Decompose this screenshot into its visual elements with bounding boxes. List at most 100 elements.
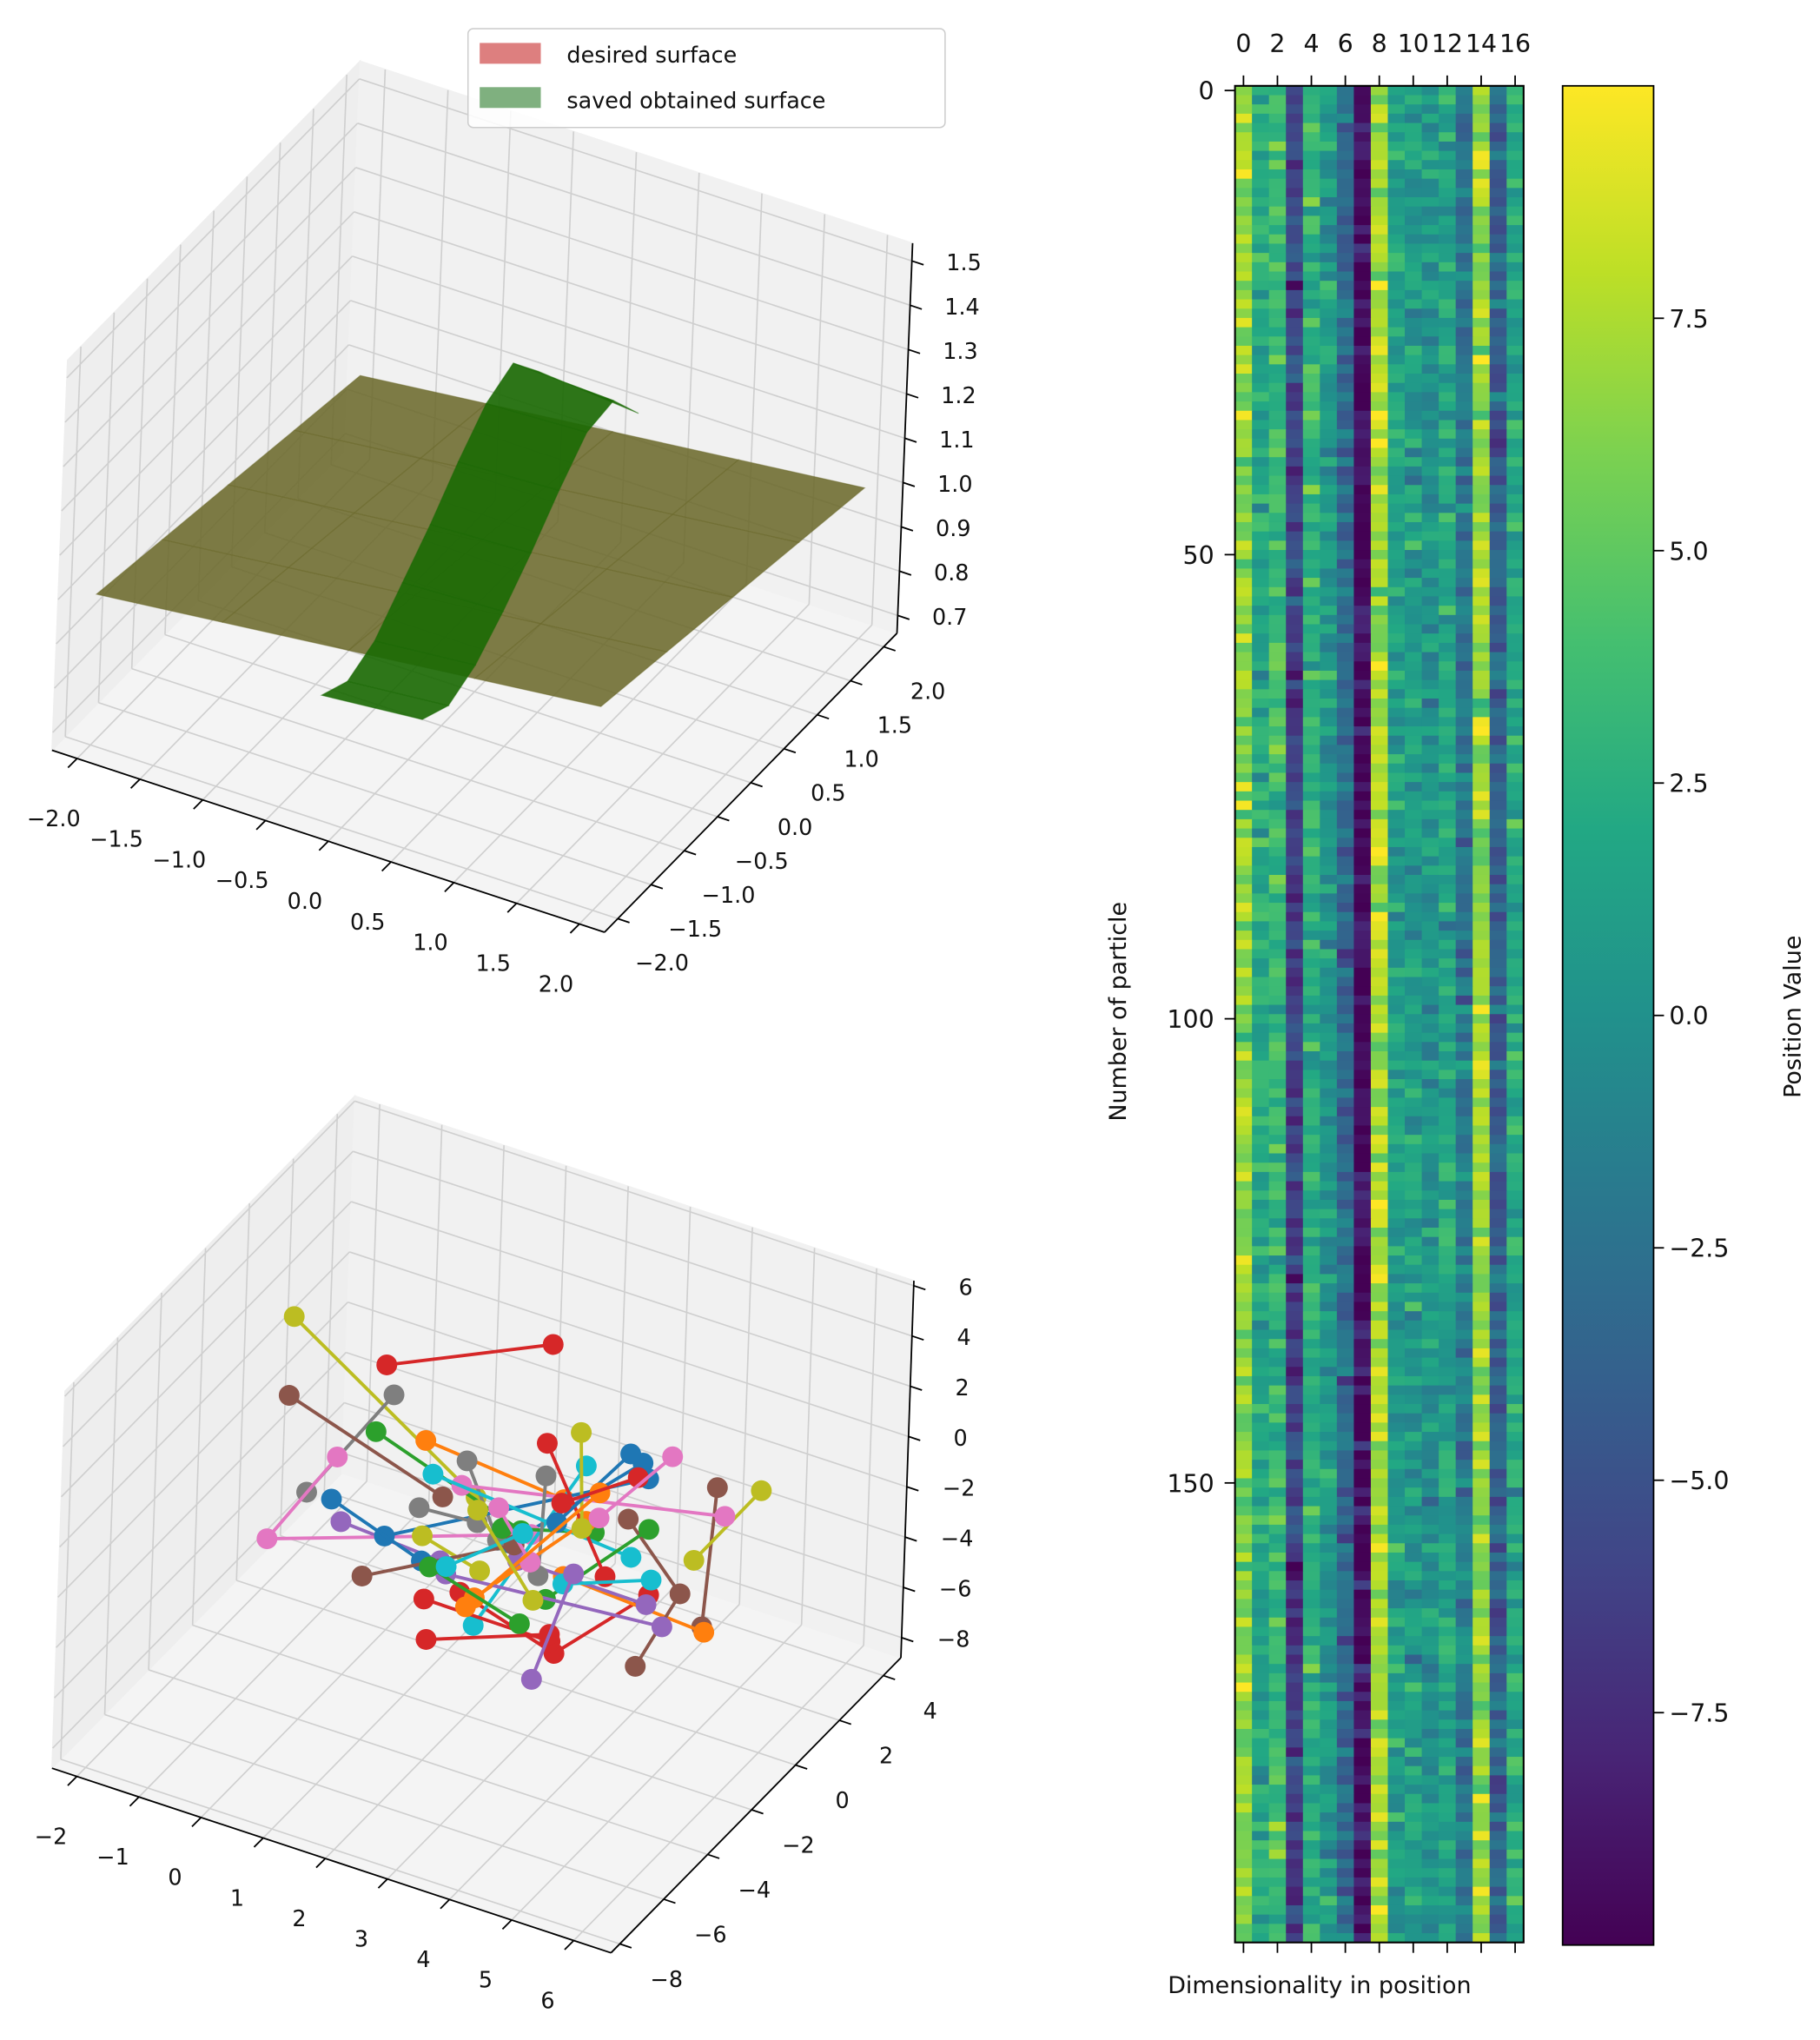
heatmap-cell xyxy=(1387,810,1406,820)
heatmap-cell xyxy=(1473,1728,1491,1739)
heatmap-cell xyxy=(1489,113,1507,124)
heatmap-cell xyxy=(1286,958,1304,969)
heatmap-cell xyxy=(1455,977,1473,987)
heatmap-cell xyxy=(1302,1404,1320,1414)
trajectory-point xyxy=(620,1443,642,1465)
heatmap-cell xyxy=(1286,1042,1304,1052)
heatmap-cell xyxy=(1252,113,1270,124)
heatmap-cell xyxy=(1439,911,1457,923)
heatmap-cell xyxy=(1353,698,1372,709)
heatmap-cell xyxy=(1387,1599,1406,1609)
heatmap-cell xyxy=(1489,123,1507,133)
heatmap-cell xyxy=(1439,1757,1457,1767)
heatmap-cell xyxy=(1489,967,1507,978)
heatmap-cell xyxy=(1320,225,1338,235)
heatmap-cell xyxy=(1439,624,1457,634)
heatmap-cell xyxy=(1320,698,1338,709)
heatmap-cell xyxy=(1286,1821,1304,1832)
heatmap-cell xyxy=(1320,485,1338,495)
heatmap-cell xyxy=(1353,578,1372,588)
heatmap-cell xyxy=(1421,735,1439,746)
heatmap-cell xyxy=(1455,865,1473,876)
heatmap-cell xyxy=(1286,429,1304,440)
heatmap-cell xyxy=(1370,1088,1389,1099)
heatmap-cell xyxy=(1268,1812,1287,1823)
heatmap-cell xyxy=(1320,1617,1338,1628)
heatmap-cell xyxy=(1421,262,1439,273)
heatmap-cell xyxy=(1353,178,1372,189)
heatmap-cell xyxy=(1387,1924,1406,1934)
heatmap-cell xyxy=(1387,345,1406,356)
heatmap-cell xyxy=(1489,1728,1507,1739)
heatmap-cell xyxy=(1506,104,1525,115)
heatmap-cell xyxy=(1405,698,1423,709)
heatmap-cell xyxy=(1405,392,1423,402)
heatmap-cell xyxy=(1286,1478,1304,1488)
heatmap-cell xyxy=(1455,401,1473,412)
heatmap-cell xyxy=(1473,568,1491,579)
trajectory-point xyxy=(625,1655,646,1677)
heatmap-cell xyxy=(1387,1357,1406,1368)
heatmap-cell xyxy=(1473,559,1491,570)
heatmap-cell xyxy=(1439,1849,1457,1860)
heatmap-cell xyxy=(1252,1747,1270,1758)
y-tick xyxy=(717,816,730,822)
trajectory-point xyxy=(551,1493,572,1514)
heatmap-cell xyxy=(1268,1700,1287,1712)
heatmap-cell xyxy=(1286,865,1304,876)
heatmap-cell xyxy=(1320,1162,1338,1173)
heatmap-cell xyxy=(1234,1209,1253,1219)
heatmap-cell xyxy=(1320,578,1338,588)
heatmap-cell xyxy=(1473,810,1491,820)
heatmap-cell xyxy=(1286,1831,1304,1841)
heatmap-cell xyxy=(1387,791,1406,802)
heatmap-cell xyxy=(1336,1135,1354,1145)
heatmap-cell xyxy=(1455,1339,1473,1349)
heatmap-cell xyxy=(1421,1515,1439,1526)
heatmap-cell xyxy=(1336,1719,1354,1730)
heatmap-cell xyxy=(1268,1561,1287,1572)
z-tick xyxy=(901,526,914,532)
heatmap-cell xyxy=(1387,754,1406,765)
heatmap-cell xyxy=(1336,447,1354,458)
heatmap-cell xyxy=(1353,271,1372,281)
heatmap-cell xyxy=(1268,531,1287,541)
heatmap-cell xyxy=(1421,698,1439,709)
heatmap-cell xyxy=(1473,401,1491,412)
heatmap-cell xyxy=(1336,1868,1354,1878)
heatmap-cell xyxy=(1439,1831,1457,1841)
heatmap-cell xyxy=(1387,1785,1406,1795)
heatmap-cell xyxy=(1353,772,1372,783)
gridline-x xyxy=(387,1583,678,1880)
heatmap-cell xyxy=(1455,1171,1473,1182)
heatmap-cell xyxy=(1489,1283,1507,1294)
heatmap-cell xyxy=(1405,1533,1423,1544)
heatmap-cell xyxy=(1286,1441,1304,1452)
heatmap-cell xyxy=(1336,1218,1354,1229)
heatmap-cell xyxy=(1336,818,1354,830)
heatmap-cell xyxy=(1387,1803,1406,1813)
heatmap-cell xyxy=(1370,745,1389,755)
heatmap-cell xyxy=(1286,1357,1304,1368)
heatmap-cell xyxy=(1320,503,1338,513)
heatmap-cell xyxy=(1353,874,1372,885)
heatmap-cell xyxy=(1421,354,1439,365)
heatmap-cell xyxy=(1439,503,1457,513)
heatmap-cell xyxy=(1370,1162,1389,1173)
colorbar-tick-label: 5.0 xyxy=(1669,537,1708,566)
heatmap-cell xyxy=(1302,1116,1320,1127)
heatmap-cell xyxy=(1489,1886,1507,1897)
heatmap-cell xyxy=(1370,364,1389,374)
heatmap-cell xyxy=(1336,364,1354,374)
heatmap-cell xyxy=(1421,1274,1439,1284)
trajectory-point xyxy=(571,1421,592,1443)
heatmap-cell xyxy=(1268,271,1287,281)
heatmap-cell xyxy=(1473,1004,1491,1015)
heatmap-cell xyxy=(1286,531,1304,541)
heatmap-cell xyxy=(1489,1116,1507,1127)
heatmap-cell xyxy=(1370,336,1389,347)
heatmap-cell xyxy=(1286,1292,1304,1303)
heatmap-cell xyxy=(1370,949,1389,959)
heatmap-cell xyxy=(1353,253,1372,263)
heatmap-cell xyxy=(1302,1645,1320,1656)
